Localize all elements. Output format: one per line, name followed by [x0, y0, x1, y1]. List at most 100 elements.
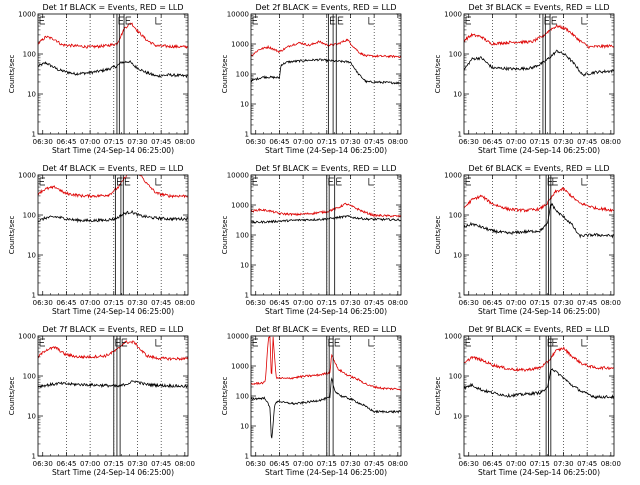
y-tick-label: 10 — [240, 101, 249, 109]
y-axis-label: Counts/sec — [8, 55, 16, 94]
lld-series — [38, 340, 188, 362]
plot-area — [38, 340, 188, 389]
x-tick-label: 07:15 — [317, 460, 337, 468]
x-tick-label: 06:45 — [56, 460, 76, 468]
corner-glyph — [155, 178, 161, 186]
corner-glyph — [552, 177, 558, 186]
plot-area — [38, 175, 188, 224]
plot-frame — [463, 174, 615, 296]
events-series — [464, 202, 614, 239]
corner-glyph — [581, 17, 587, 25]
panel-title: Det 7f BLACK = Events, RED = LLD — [42, 325, 183, 334]
events-series — [251, 58, 401, 85]
y-tick-label: 100 — [449, 212, 462, 220]
corner-glyph — [581, 339, 587, 347]
lld-series — [251, 202, 401, 218]
x-axis-label: Start Time (24-Sep-14 06:25:00) — [478, 307, 600, 316]
x-tick-label: 07:00 — [80, 460, 100, 468]
y-tick-label: 1000 — [444, 172, 462, 180]
corner-glyph — [252, 177, 258, 186]
corner-glyph — [155, 339, 161, 347]
x-tick-label: 06:30 — [246, 460, 266, 468]
y-axis-label: Counts/sec — [434, 216, 442, 255]
x-tick-label: 06:30 — [459, 299, 479, 307]
corner-glyph — [125, 16, 132, 25]
x-tick-label: 06:45 — [482, 460, 502, 468]
plot-frame — [463, 13, 615, 135]
plot-area — [251, 38, 401, 85]
x-tick-label: 08:00 — [175, 460, 195, 468]
corner-glyph — [552, 338, 558, 347]
x-tick-label: 07:15 — [530, 460, 550, 468]
plot-area — [464, 346, 614, 400]
y-axis-label: Counts/sec — [434, 55, 442, 94]
y-axis-label: Counts/sec — [8, 216, 16, 255]
y-tick-label: 10000 — [227, 333, 249, 341]
events-series — [464, 368, 614, 400]
y-tick-label: 100 — [449, 373, 462, 381]
panel-3: 06:30 06:45 07:00 07:15 07:30 07:45 08:00 1 10 10… — [434, 3, 621, 155]
x-tick-label: 06:45 — [56, 138, 76, 146]
events-series — [251, 377, 401, 439]
x-tick-label: 06:45 — [56, 299, 76, 307]
corner-glyph — [328, 177, 334, 186]
y-tick-label: 1 — [458, 453, 462, 461]
x-tick-label: 08:00 — [388, 138, 408, 146]
y-axis-label: Counts/sec — [221, 55, 229, 94]
y-tick-label: 1000 — [444, 11, 462, 19]
x-tick-label: 07:45 — [151, 460, 171, 468]
lld-series — [464, 346, 614, 372]
corner-glyph — [115, 338, 121, 347]
corner-glyph — [465, 177, 471, 186]
x-tick-label: 07:45 — [151, 299, 171, 307]
lld-series — [251, 38, 401, 59]
y-tick-label: 10 — [453, 91, 462, 99]
plot-area — [464, 23, 614, 77]
corner-glyph — [337, 16, 344, 25]
y-tick-label: 1 — [245, 453, 249, 461]
x-axis-label: Start Time (24-Sep-14 06:25:00) — [52, 468, 174, 477]
y-tick-label: 1000 — [231, 363, 249, 371]
x-tick-label: 08:00 — [601, 460, 621, 468]
panel-title: Det 9f BLACK = Events, RED = LLD — [468, 325, 609, 334]
panel-6: 06:30 06:45 07:00 07:15 07:30 07:45 08:00 1 10 10… — [434, 164, 621, 316]
x-tick-label: 07:00 — [293, 460, 313, 468]
y-tick-label: 10 — [27, 252, 36, 260]
x-tick-label: 07:15 — [104, 138, 124, 146]
y-axis-label: Counts/sec — [8, 377, 16, 416]
plot-area — [251, 336, 401, 439]
corner-glyph — [547, 177, 554, 186]
x-tick-label: 06:30 — [459, 460, 479, 468]
x-tick-label: 07:30 — [553, 460, 573, 468]
events-series — [38, 209, 188, 224]
y-tick-label: 10 — [27, 413, 36, 421]
plot-frame — [250, 174, 402, 296]
y-tick-label: 100 — [23, 51, 36, 59]
x-axis-label: Start Time (24-Sep-14 06:25:00) — [265, 307, 387, 316]
x-tick-label: 07:15 — [104, 299, 124, 307]
y-tick-label: 100 — [23, 373, 36, 381]
y-tick-label: 10000 — [227, 11, 249, 19]
y-tick-label: 1 — [458, 131, 462, 139]
panel-title: Det 1f BLACK = Events, RED = LLD — [42, 3, 183, 12]
x-tick-label: 07:30 — [553, 299, 573, 307]
y-tick-label: 100 — [236, 393, 249, 401]
x-tick-label: 07:45 — [577, 138, 597, 146]
panel-title: Det 5f BLACK = Events, RED = LLD — [255, 164, 396, 173]
corner-glyph — [39, 16, 45, 25]
corner-glyph — [581, 178, 587, 186]
x-tick-label: 07:30 — [127, 299, 147, 307]
x-axis-label: Start Time (24-Sep-14 06:25:00) — [52, 146, 174, 155]
y-tick-label: 1 — [245, 292, 249, 300]
corner-glyph — [252, 16, 258, 25]
x-tick-label: 08:00 — [388, 299, 408, 307]
corner-glyph — [155, 17, 161, 25]
y-tick-label: 1000 — [231, 202, 249, 210]
corner-glyph — [368, 17, 374, 25]
corner-glyph — [252, 338, 258, 347]
x-tick-label: 07:30 — [553, 138, 573, 146]
x-tick-label: 06:45 — [269, 460, 289, 468]
plot-frame — [250, 335, 402, 457]
corner-glyph — [551, 16, 558, 25]
y-tick-label: 1000 — [231, 41, 249, 49]
